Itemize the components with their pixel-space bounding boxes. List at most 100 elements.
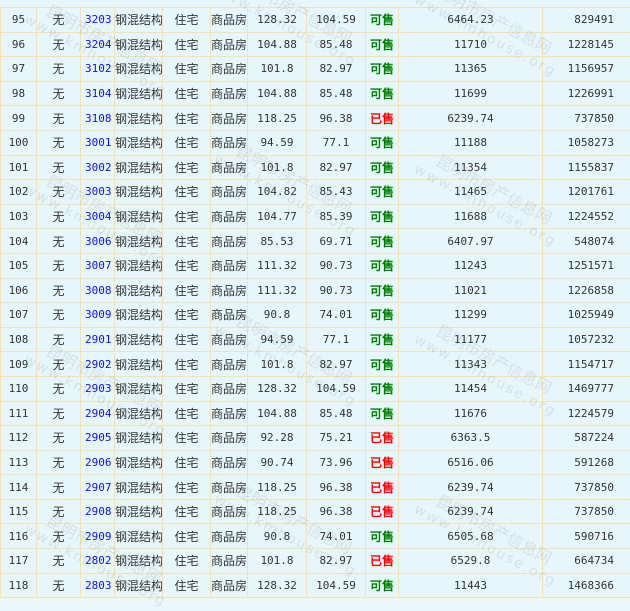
cell-room-number: 2909 bbox=[81, 524, 115, 549]
room-link[interactable]: 3008 bbox=[85, 284, 112, 297]
cell-total-price: 1155837 bbox=[543, 155, 630, 180]
room-link[interactable]: 2803 bbox=[85, 579, 112, 592]
cell-unit-price: 11343 bbox=[399, 352, 543, 377]
cell-inner-area: 90.73 bbox=[307, 253, 366, 278]
cell-usage: 住宅 bbox=[163, 8, 211, 33]
cell-presale-flag: 无 bbox=[37, 475, 81, 500]
room-link[interactable]: 3104 bbox=[85, 87, 112, 100]
cell-building-area: 104.88 bbox=[248, 32, 307, 57]
cell-unit-price: 6464.23 bbox=[399, 8, 543, 33]
cell-total-price: 587224 bbox=[543, 426, 630, 451]
status-label: 已售 bbox=[370, 112, 394, 126]
room-link[interactable]: 3203 bbox=[85, 13, 112, 26]
cell-room-number: 2906 bbox=[81, 450, 115, 475]
room-link[interactable]: 3204 bbox=[85, 38, 112, 51]
cell-building-area: 90.8 bbox=[248, 524, 307, 549]
cell-row-number: 117 bbox=[1, 549, 37, 574]
cell-sale-status: 已售 bbox=[366, 499, 399, 524]
room-link[interactable]: 3003 bbox=[85, 185, 112, 198]
cell-row-number: 107 bbox=[1, 303, 37, 328]
status-label: 可售 bbox=[370, 382, 394, 396]
cell-presale-flag: 无 bbox=[37, 32, 81, 57]
cell-property-type: 商品房 bbox=[211, 499, 248, 524]
cell-unit-price: 11688 bbox=[399, 204, 543, 229]
cell-building-area: 92.28 bbox=[248, 426, 307, 451]
cell-row-number: 101 bbox=[1, 155, 37, 180]
cell-building-area: 118.25 bbox=[248, 499, 307, 524]
cell-property-type: 商品房 bbox=[211, 549, 248, 574]
cell-inner-area: 85.43 bbox=[307, 180, 366, 205]
cell-building-area: 94.59 bbox=[248, 130, 307, 155]
cell-unit-price: 11021 bbox=[399, 278, 543, 303]
room-link[interactable]: 3007 bbox=[85, 259, 112, 272]
room-link[interactable]: 2901 bbox=[85, 333, 112, 346]
cell-row-number: 118 bbox=[1, 573, 37, 598]
cell-total-price: 1251571 bbox=[543, 253, 630, 278]
cell-row-number: 95 bbox=[1, 8, 37, 33]
cell-room-number: 2908 bbox=[81, 499, 115, 524]
cell-structure: 钢混结构 bbox=[115, 401, 163, 426]
cell-unit-price: 11177 bbox=[399, 327, 543, 352]
room-link[interactable]: 3001 bbox=[85, 136, 112, 149]
room-link[interactable]: 3006 bbox=[85, 235, 112, 248]
cell-usage: 住宅 bbox=[163, 229, 211, 254]
room-link[interactable]: 3004 bbox=[85, 210, 112, 223]
cell-unit-price: 6239.74 bbox=[399, 475, 543, 500]
cell-sale-status: 可售 bbox=[366, 401, 399, 426]
cell-presale-flag: 无 bbox=[37, 549, 81, 574]
cell-presale-flag: 无 bbox=[37, 253, 81, 278]
cell-structure: 钢混结构 bbox=[115, 57, 163, 82]
room-link[interactable]: 3009 bbox=[85, 308, 112, 321]
cell-inner-area: 82.97 bbox=[307, 57, 366, 82]
cell-property-type: 商品房 bbox=[211, 8, 248, 33]
cell-property-type: 商品房 bbox=[211, 524, 248, 549]
cell-sale-status: 可售 bbox=[366, 278, 399, 303]
room-link[interactable]: 2906 bbox=[85, 456, 112, 469]
cell-total-price: 1156957 bbox=[543, 57, 630, 82]
cell-room-number: 3002 bbox=[81, 155, 115, 180]
cell-sale-status: 已售 bbox=[366, 450, 399, 475]
room-link[interactable]: 2904 bbox=[85, 407, 112, 420]
cell-structure: 钢混结构 bbox=[115, 524, 163, 549]
cell-usage: 住宅 bbox=[163, 180, 211, 205]
room-link[interactable]: 2908 bbox=[85, 505, 112, 518]
cell-structure: 钢混结构 bbox=[115, 450, 163, 475]
room-link[interactable]: 3108 bbox=[85, 112, 112, 125]
room-link[interactable]: 2909 bbox=[85, 530, 112, 543]
cell-sale-status: 可售 bbox=[366, 253, 399, 278]
cell-presale-flag: 无 bbox=[37, 8, 81, 33]
cell-presale-flag: 无 bbox=[37, 106, 81, 131]
cell-total-price: 1058273 bbox=[543, 130, 630, 155]
cell-row-number: 96 bbox=[1, 32, 37, 57]
room-link[interactable]: 2905 bbox=[85, 431, 112, 444]
cell-room-number: 3008 bbox=[81, 278, 115, 303]
cell-usage: 住宅 bbox=[163, 499, 211, 524]
cell-presale-flag: 无 bbox=[37, 327, 81, 352]
room-link[interactable]: 2907 bbox=[85, 481, 112, 494]
cell-presale-flag: 无 bbox=[37, 573, 81, 598]
room-link[interactable]: 2902 bbox=[85, 358, 112, 371]
cell-inner-area: 96.38 bbox=[307, 499, 366, 524]
room-link[interactable]: 2903 bbox=[85, 382, 112, 395]
status-label: 已售 bbox=[370, 456, 394, 470]
status-label: 可售 bbox=[370, 407, 394, 421]
cell-total-price: 591268 bbox=[543, 450, 630, 475]
status-label: 可售 bbox=[370, 235, 394, 249]
room-link[interactable]: 3002 bbox=[85, 161, 112, 174]
cell-structure: 钢混结构 bbox=[115, 327, 163, 352]
room-link[interactable]: 2802 bbox=[85, 554, 112, 567]
cell-inner-area: 104.59 bbox=[307, 376, 366, 401]
room-link[interactable]: 3102 bbox=[85, 62, 112, 75]
cell-row-number: 114 bbox=[1, 475, 37, 500]
cell-usage: 住宅 bbox=[163, 278, 211, 303]
cell-structure: 钢混结构 bbox=[115, 376, 163, 401]
cell-sale-status: 可售 bbox=[366, 376, 399, 401]
status-label: 可售 bbox=[370, 62, 394, 76]
cell-row-number: 108 bbox=[1, 327, 37, 352]
cell-unit-price: 6529.8 bbox=[399, 549, 543, 574]
